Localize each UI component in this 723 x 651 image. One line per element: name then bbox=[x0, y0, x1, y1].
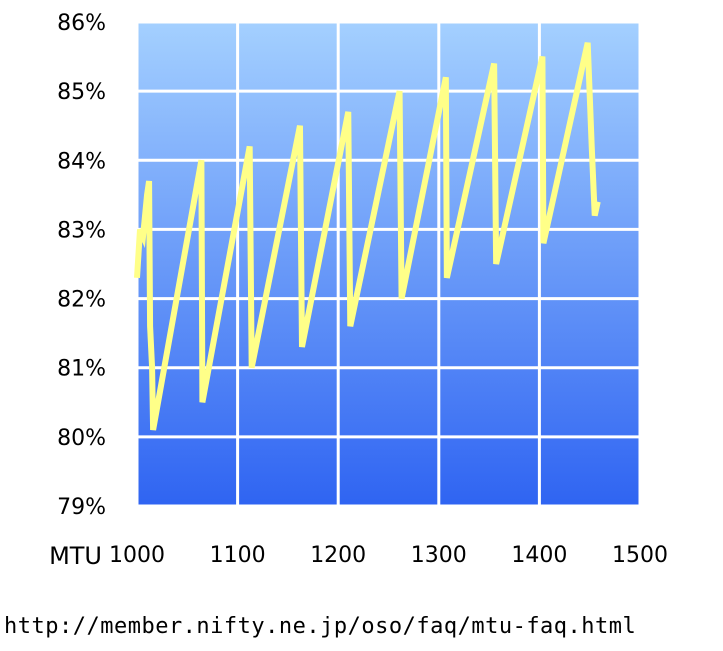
y-tick-label: 83% bbox=[57, 218, 106, 243]
y-tick-label: 86% bbox=[57, 11, 106, 36]
y-tick-label: 82% bbox=[57, 288, 106, 313]
y-tick-label: 80% bbox=[57, 426, 106, 451]
series-line bbox=[134, 42, 601, 431]
y-tick-label: 85% bbox=[57, 80, 106, 105]
plot-area bbox=[137, 22, 640, 506]
x-tick-label: 1000 bbox=[109, 543, 165, 568]
source-url: http://member.nifty.ne.jp/oso/faq/mtu-fa… bbox=[4, 614, 637, 639]
series-layer bbox=[134, 42, 601, 431]
x-tick-label: 1300 bbox=[411, 543, 467, 568]
x-tick-label: 1400 bbox=[511, 543, 567, 568]
y-tick-label: 79% bbox=[57, 495, 106, 520]
x-tick-label: 1100 bbox=[210, 543, 266, 568]
mtu-efficiency-chart: 79% 80% 81% 82% 83% 84% 85% 86% 1000 1100 1200 130… bbox=[49, 11, 668, 570]
y-tick-label: 81% bbox=[57, 357, 106, 382]
x-axis-ticks: 1000 1100 1200 1300 1400 1500 bbox=[109, 543, 668, 568]
x-axis-label: MTU bbox=[49, 542, 102, 570]
x-tick-label: 1500 bbox=[612, 543, 668, 568]
y-tick-label: 84% bbox=[57, 149, 106, 174]
y-axis-ticks: 79% 80% 81% 82% 83% 84% 85% 86% bbox=[57, 11, 106, 520]
x-tick-label: 1200 bbox=[310, 543, 366, 568]
